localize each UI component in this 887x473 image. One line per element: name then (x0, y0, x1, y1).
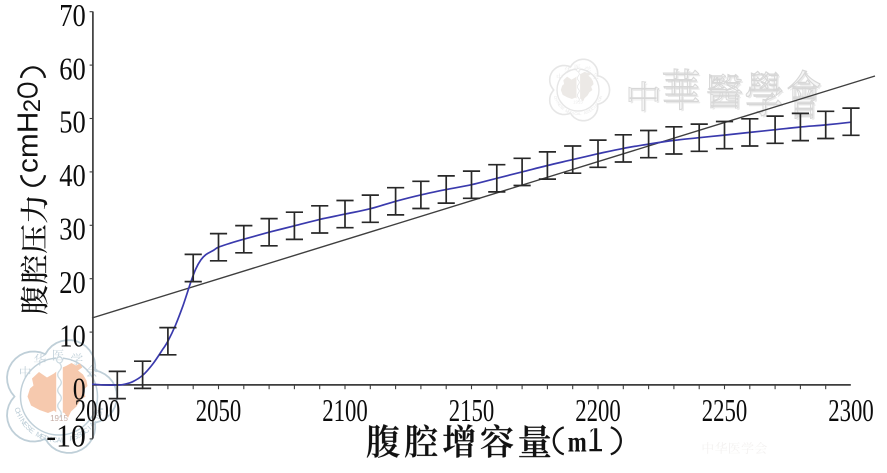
svg-text:I: I (85, 424, 93, 432)
svg-text:C: C (553, 95, 559, 99)
svg-text:C: C (13, 406, 23, 414)
svg-text:S: S (587, 108, 592, 114)
svg-text:2: 2 (19, 99, 46, 112)
svg-text:2100: 2100 (322, 393, 368, 428)
svg-text:1915: 1915 (573, 99, 583, 104)
svg-text:T: T (90, 416, 100, 425)
svg-text:1915: 1915 (50, 414, 68, 423)
svg-text:C: C (81, 425, 91, 435)
svg-text:I: I (555, 100, 560, 103)
svg-text:E: E (567, 109, 572, 115)
svg-text:I: I (572, 111, 574, 116)
svg-text:A: A (577, 111, 580, 116)
svg-text:I: I (592, 105, 596, 109)
svg-text:O: O (588, 107, 593, 113)
svg-text:E: E (21, 420, 31, 430)
svg-text:D: D (43, 433, 51, 443)
svg-text:C: C (590, 105, 595, 111)
svg-text:I: I (596, 100, 601, 103)
svg-text:H: H (554, 97, 560, 102)
svg-text:cmH: cmH (13, 112, 45, 174)
svg-text:M: M (564, 108, 569, 114)
svg-text:-10: -10 (46, 419, 86, 454)
svg-text:2200: 2200 (575, 393, 621, 428)
svg-text:H: H (14, 410, 24, 418)
svg-text:O: O (13, 82, 45, 100)
svg-text:2000: 2000 (75, 393, 121, 428)
svg-text:S: S (71, 432, 79, 442)
svg-text:E: E (561, 106, 566, 112)
svg-text:N: N (598, 95, 604, 99)
svg-text:N: N (556, 101, 562, 106)
svg-text:30: 30 (59, 212, 86, 247)
svg-text:O: O (94, 409, 105, 418)
svg-text:A: A (68, 433, 75, 443)
svg-text:70: 70 (59, 0, 86, 33)
svg-text:S: S (24, 423, 34, 433)
svg-text:C: C (574, 111, 577, 116)
svg-text:A: A (57, 436, 62, 445)
svg-text:60: 60 (59, 51, 86, 86)
svg-text:S: S (559, 104, 565, 110)
svg-text:2300: 2300 (828, 393, 874, 428)
svg-text:2250: 2250 (702, 393, 748, 428)
svg-text:I: I (17, 415, 26, 421)
svg-text:E: E (27, 425, 37, 435)
svg-text:L: L (579, 111, 582, 116)
svg-text:E: E (39, 432, 47, 442)
svg-text:N: N (95, 406, 105, 414)
svg-text:m: m (568, 425, 587, 458)
svg-text:O: O (78, 427, 88, 438)
svg-text:C: C (52, 435, 58, 444)
svg-text:A: A (583, 110, 587, 116)
svg-text:40: 40 (59, 158, 86, 193)
svg-text:D: D (569, 110, 573, 116)
svg-text:50: 50 (59, 105, 86, 140)
svg-text:20: 20 (59, 265, 86, 300)
svg-text:A: A (593, 102, 599, 108)
svg-text:10: 10 (59, 318, 86, 353)
svg-text:S: S (585, 109, 590, 115)
svg-text:E: E (557, 103, 563, 109)
svg-text:I: I (93, 415, 102, 421)
svg-text:2150: 2150 (449, 393, 495, 428)
svg-text:2050: 2050 (196, 393, 242, 428)
svg-text:L: L (61, 435, 66, 444)
svg-text:S: S (75, 430, 84, 440)
svg-text:T: T (595, 100, 601, 105)
svg-text:0: 0 (73, 372, 86, 407)
svg-text:N: N (18, 416, 28, 425)
svg-text:M: M (34, 430, 43, 441)
svg-text:I: I (49, 435, 53, 444)
svg-text:O: O (597, 97, 603, 102)
